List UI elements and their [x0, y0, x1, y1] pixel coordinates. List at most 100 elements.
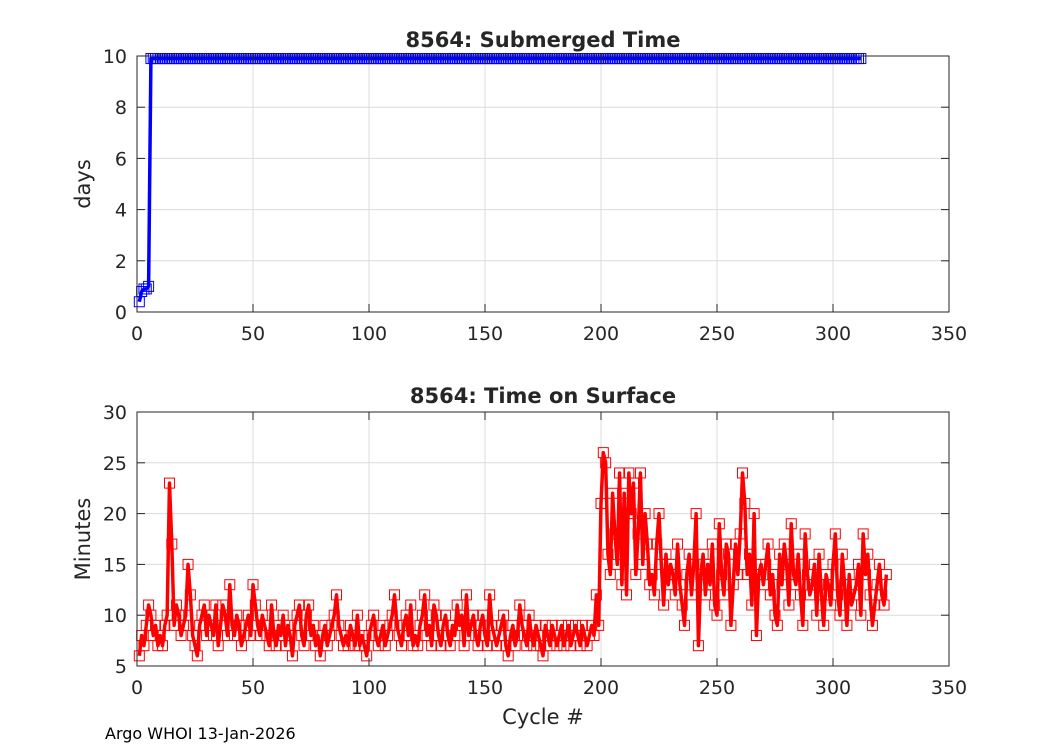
- surface-y-tick-label: 15: [103, 554, 127, 576]
- surface-data-point: [653, 508, 665, 520]
- surface-x-tick-label: 50: [241, 677, 265, 699]
- surface-data-point: [672, 538, 684, 550]
- surface-data-point: [138, 640, 150, 652]
- surface-data-point: [212, 640, 224, 652]
- surface-x-axis-label: Cycle #: [502, 705, 584, 729]
- surface-data-point: [685, 589, 697, 601]
- surface-data-point: [725, 619, 737, 631]
- surface-data-point: [695, 569, 707, 581]
- submerged-x-tick-label: 200: [583, 323, 619, 345]
- surface-data-point: [827, 558, 839, 570]
- surface-data-point: [632, 528, 644, 540]
- surface-data-point: [477, 609, 489, 621]
- surface-data-point: [627, 477, 639, 489]
- surface-x-tick-label: 350: [931, 677, 967, 699]
- submerged-plot-area: [137, 56, 949, 312]
- surface-data-point: [646, 569, 658, 581]
- surface-data-point: [783, 599, 795, 611]
- submerged-series-markers: [133, 53, 867, 308]
- surface-series-line: [137, 450, 889, 658]
- surface-data-point: [813, 548, 825, 560]
- surface-data-point: [741, 569, 753, 581]
- surface-data-point: [604, 569, 616, 581]
- surface-data-point: [676, 599, 688, 611]
- surface-data-point: [460, 589, 472, 601]
- surface-data-point: [834, 609, 846, 621]
- surface-chart-title: 8564: Time on Surface: [410, 384, 676, 408]
- surface-data-point: [537, 650, 549, 662]
- surface-data-point: [859, 569, 871, 581]
- surface-y-tick-label: 20: [103, 504, 127, 526]
- surface-data-point: [472, 640, 484, 652]
- surface-data-point: [502, 650, 514, 662]
- submerged-x-tick-label: 0: [131, 323, 143, 345]
- surface-data-point: [799, 528, 811, 540]
- submerged-data-point: [143, 280, 155, 292]
- surface-data-point: [732, 569, 744, 581]
- submerged-x-tick-label: 150: [467, 323, 503, 345]
- surface-data-point: [621, 589, 633, 601]
- surface-data-point: [869, 599, 881, 611]
- surface-data-point: [637, 558, 649, 570]
- submerged-y-axis-label: days: [71, 159, 95, 209]
- submerged-y-tick-label: 0: [115, 302, 127, 324]
- surface-data-point: [797, 619, 809, 631]
- surface-data-point: [679, 619, 691, 631]
- surface-data-point: [739, 497, 751, 509]
- surface-data-point: [688, 558, 700, 570]
- surface-data-point: [702, 558, 714, 570]
- surface-data-point: [843, 569, 855, 581]
- surface-data-point: [873, 558, 885, 570]
- surface-data-point: [618, 487, 630, 499]
- surface-x-tick-label: 150: [467, 677, 503, 699]
- surface-data-point: [600, 457, 612, 469]
- surface-data-point: [762, 538, 774, 550]
- surface-data-point: [625, 508, 637, 520]
- surface-data-point: [704, 579, 716, 591]
- surface-data-point: [590, 589, 602, 601]
- surface-data-point: [298, 640, 310, 652]
- surface-data-point: [293, 599, 305, 611]
- surface-data-point: [351, 609, 363, 621]
- surface-data-point: [607, 487, 619, 499]
- surface-x-tick-label: 200: [583, 677, 619, 699]
- surface-ticks: 0 50 100 150 200 250 300 350 5 10 15 20 25 30: [103, 402, 967, 699]
- surface-data-point: [818, 619, 830, 631]
- surface-data-point: [286, 650, 298, 662]
- surface-data-point: [674, 579, 686, 591]
- surface-data-point: [811, 609, 823, 621]
- surface-data-point: [219, 609, 231, 621]
- surface-data-point: [781, 558, 793, 570]
- surface-data-point: [630, 569, 642, 581]
- surface-data-point: [161, 609, 173, 621]
- submerged-time-chart: 0 50 100 150 200 250 300 350 0 2 4 6 8 10 8564: Subme…: [71, 28, 967, 345]
- surface-data-point: [368, 609, 380, 621]
- surface-data-point: [866, 619, 878, 631]
- surface-data-point: [795, 589, 807, 601]
- surface-data-point: [247, 579, 259, 591]
- surface-data-point: [785, 518, 797, 530]
- surface-data-point: [467, 609, 479, 621]
- surface-data-point: [853, 558, 865, 570]
- surface-axes-box: [136, 411, 950, 667]
- surface-data-point: [706, 538, 718, 550]
- surface-x-tick-label: 250: [699, 677, 735, 699]
- surface-data-point: [841, 619, 853, 631]
- surface-data-point: [836, 548, 848, 560]
- surface-y-tick-label: 30: [103, 402, 127, 424]
- surface-data-point: [191, 650, 203, 662]
- surface-data-point: [681, 569, 693, 581]
- surface-data-point: [423, 619, 435, 631]
- surface-data-point: [314, 650, 326, 662]
- submerged-x-tick-label: 50: [241, 323, 265, 345]
- surface-data-point: [395, 640, 407, 652]
- surface-data-point: [771, 619, 783, 631]
- submerged-data-point: [855, 53, 867, 65]
- surface-data-point: [182, 558, 194, 570]
- submerged-ticks: 0 50 100 150 200 250 300 350 0 2 4 6 8 10: [103, 46, 967, 345]
- surface-data-point: [361, 650, 373, 662]
- surface-data-point: [456, 609, 468, 621]
- footer-credit: Argo WHOI 13-Jan-2026: [105, 724, 296, 743]
- surface-data-point: [692, 640, 704, 652]
